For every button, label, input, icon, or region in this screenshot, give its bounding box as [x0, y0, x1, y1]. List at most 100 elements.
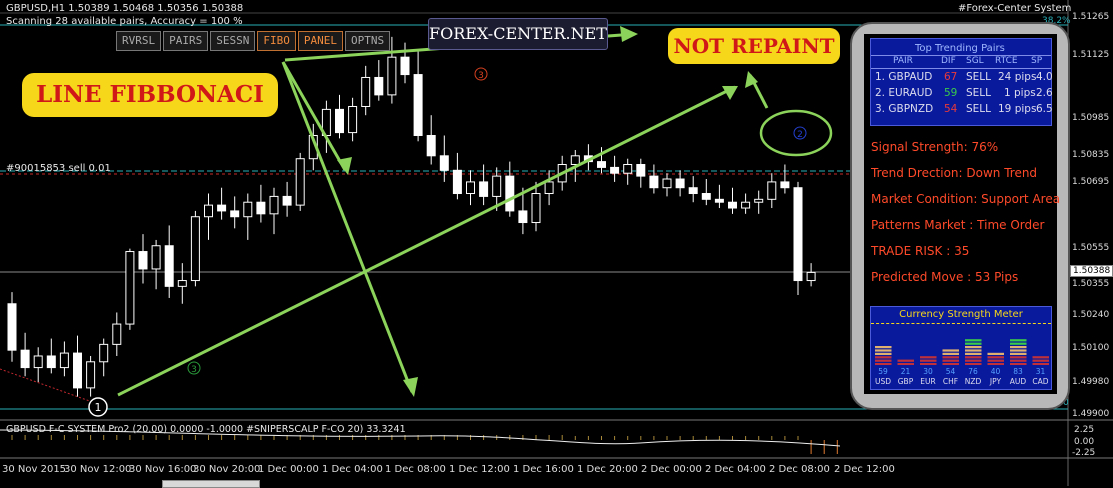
time-tick: 1 Dec 08:00	[385, 464, 446, 475]
sessn-button[interactable]: SESSN	[210, 31, 256, 51]
row-rtce: 24 pips	[998, 71, 1037, 83]
strength-meter-title: Currency Strength Meter	[899, 309, 1023, 320]
meter-segment	[1032, 359, 1049, 362]
meter-segment	[897, 342, 914, 345]
meter-segment	[942, 349, 959, 352]
meter-segment	[897, 332, 914, 335]
meter-segment	[897, 359, 914, 362]
meter-segment	[942, 359, 959, 362]
meter-segment	[875, 332, 892, 335]
candle-bull	[531, 193, 541, 224]
indicator-histogram	[11, 435, 838, 454]
meter-segment	[965, 346, 982, 349]
meter-segment	[897, 335, 914, 338]
marker-3a-label: 3	[478, 71, 484, 81]
candle-bull	[662, 178, 672, 189]
price-tick: 1.49980	[1072, 377, 1110, 387]
trending-pairs-box: Top Trending Pairs PAIR DIF SGL RTCE SP …	[870, 38, 1053, 126]
price-tick: 1.50695	[1072, 177, 1110, 187]
candle-bear	[413, 74, 423, 136]
trending-title: Top Trending Pairs	[915, 43, 1005, 54]
price-tick: 1.51265	[1072, 12, 1110, 22]
time-tick: 30 Nov 12:00	[64, 464, 132, 475]
meter-segment	[965, 356, 982, 359]
time-tick: 30 Nov 16:00	[129, 464, 197, 475]
highlight-ellipse	[759, 109, 833, 157]
meter-segment	[897, 339, 914, 342]
candle-bull	[243, 201, 253, 218]
indicator-tick: 2.25	[1074, 425, 1095, 435]
meter-segment	[897, 363, 914, 365]
meter-segment	[942, 342, 959, 345]
chart-tab[interactable]	[162, 480, 260, 488]
candle-bull	[544, 181, 554, 195]
meter-segment	[1010, 352, 1027, 355]
price-tick: 1.50555	[1072, 243, 1110, 253]
row-sp: 4.0	[1036, 71, 1053, 83]
time-tick: 2 Dec 00:00	[641, 464, 702, 475]
trade-risk: TRADE RISK : 35	[871, 244, 970, 258]
meter-currency: CHF	[942, 377, 959, 386]
candle-bear	[282, 195, 292, 206]
marker-1-circle	[88, 397, 108, 417]
time-tick: 1 Dec 00:00	[258, 464, 319, 475]
candle-bull	[806, 271, 816, 282]
candle-bull	[86, 361, 96, 389]
meter-segment	[875, 359, 892, 362]
candle-bear	[780, 181, 790, 189]
candle-bull	[99, 343, 109, 363]
optns-button[interactable]: OPTNS	[345, 31, 391, 51]
time-tick: 2 Dec 08:00	[769, 464, 830, 475]
price-tick: 1.50240	[1072, 310, 1110, 320]
meter-segment	[965, 335, 982, 338]
trade-label[interactable]: #90015853 sell 0.01	[6, 163, 111, 174]
tool-buttons: RVRSL PAIRS SESSN FIBO PANEL OPTNS	[116, 31, 391, 51]
row-pair: 3. GBPNZD	[875, 103, 934, 115]
candle-bear	[374, 76, 384, 96]
arrow-trend-up	[117, 85, 736, 397]
candle-bear	[479, 181, 489, 197]
time-tick: 1 Dec 20:00	[577, 464, 638, 475]
meter-value: 83	[1013, 367, 1023, 376]
meter-segment	[987, 339, 1004, 342]
meter-segment	[1010, 342, 1027, 345]
time-tick: 30 Nov 20:00	[193, 464, 261, 475]
fibo-button[interactable]: FIBO	[257, 31, 296, 51]
candle-bull	[754, 198, 764, 203]
rvrsl-button[interactable]: RVRSL	[116, 31, 162, 51]
time-tick: 1 Dec 12:00	[449, 464, 510, 475]
meter-value: 76	[968, 367, 978, 376]
predicted-move: Predicted Move : 53 Pips	[871, 270, 1019, 284]
meter-segment	[987, 349, 1004, 352]
indicator-tick: 0.00	[1074, 437, 1095, 447]
candle-bear	[256, 201, 266, 215]
price-tick: 1.49900	[1072, 409, 1110, 419]
row-dif: 67	[944, 71, 958, 83]
meter-segment	[875, 356, 892, 359]
time-tick: 2 Dec 12:00	[834, 464, 895, 475]
candle-bear	[400, 56, 410, 76]
price-tick: 1.50835	[1072, 150, 1110, 160]
indicator-tick: -2.25	[1072, 448, 1096, 458]
candle-bear	[217, 204, 227, 212]
candle-bull	[125, 251, 135, 325]
pairs-button[interactable]: PAIRS	[163, 31, 209, 51]
meter-segment	[875, 349, 892, 352]
candle-bear	[610, 166, 620, 174]
candle-bear	[675, 178, 685, 189]
meter-segment	[987, 342, 1004, 345]
meter-segment	[965, 352, 982, 355]
meter-segment	[1032, 342, 1049, 345]
meter-segment	[965, 359, 982, 362]
line-fib-label: LINE FIBBONACI	[22, 73, 278, 117]
meter-segment	[965, 363, 982, 365]
signal-strength: Signal Strength: 76%	[871, 140, 999, 154]
fib-label-382: 38.2%	[1042, 16, 1071, 26]
candle-bear	[518, 210, 528, 224]
signal-panel: Top Trending Pairs PAIR DIF SGL RTCE SP …	[850, 22, 1070, 410]
candle-bear	[505, 175, 515, 212]
patterns-market: Patterns Market : Time Order	[871, 218, 1045, 232]
not-repaint-label: NOT REPAINT	[668, 28, 840, 64]
panel-button[interactable]: PANEL	[297, 31, 343, 51]
